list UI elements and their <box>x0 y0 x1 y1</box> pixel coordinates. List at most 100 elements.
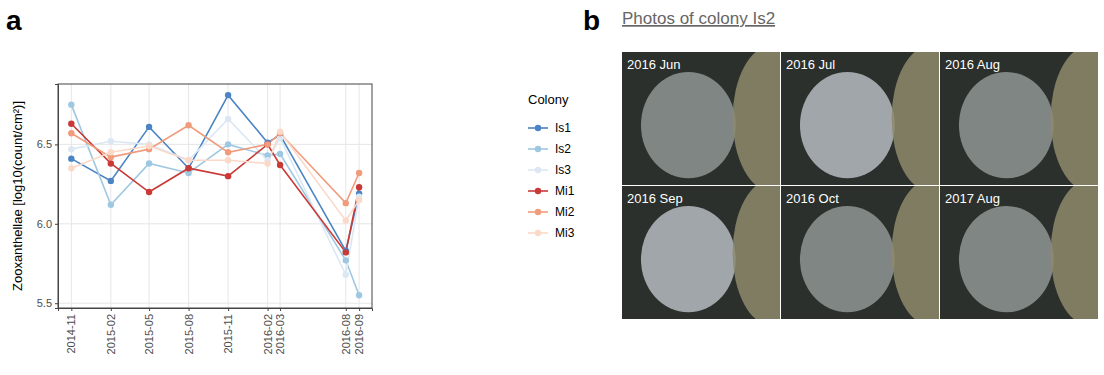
photo-coral-massive <box>1051 52 1098 185</box>
photo-coral-bleached <box>800 206 895 312</box>
series-point <box>225 149 231 155</box>
legend-swatch-point <box>535 146 541 152</box>
series-line <box>71 105 359 296</box>
series-point <box>277 128 283 134</box>
series-point <box>185 157 191 163</box>
series-line <box>71 124 359 253</box>
x-tick-label: 2014-11 <box>65 314 77 354</box>
series-point <box>185 165 191 171</box>
x-tick: 2016-09 <box>353 308 365 354</box>
x-tick-mark <box>71 308 72 311</box>
legend-item: Mi1 <box>528 184 575 198</box>
series-point <box>146 143 152 149</box>
photo-content <box>940 186 1098 319</box>
series-point <box>146 189 152 195</box>
figure: a5.56.06.52014-112015-022015-052015-0820… <box>0 0 1104 375</box>
photo-label: 2016 Jun <box>627 57 681 72</box>
x-tick-label: 2015-02 <box>105 314 117 354</box>
series-point <box>185 157 191 163</box>
series-point <box>225 173 231 179</box>
grid <box>58 84 372 308</box>
series-point <box>225 116 231 122</box>
photo-label: 2016 Oct <box>786 191 839 206</box>
x-tick-label: 2016-08 <box>340 314 352 354</box>
series-point <box>264 141 270 147</box>
series-point <box>264 160 270 166</box>
x-tick: 2015-02 <box>105 308 117 354</box>
x-tick-label: 2015-11 <box>222 314 234 354</box>
series-point <box>343 257 349 263</box>
grid-line-x <box>110 84 111 308</box>
x-tick-mark <box>111 308 112 311</box>
series-point <box>68 121 74 127</box>
series-point <box>264 141 270 147</box>
x-tick-mark <box>359 308 360 311</box>
series-point <box>225 92 231 98</box>
series-point <box>185 165 191 171</box>
legend-label: Is1 <box>555 121 571 135</box>
photo-coral-massive <box>892 186 939 319</box>
panel-letter: b <box>583 5 600 36</box>
legend-swatch-point <box>535 209 541 215</box>
legend-label: Is3 <box>555 163 571 177</box>
x-tick: 2016-08 <box>340 308 352 354</box>
y-axis: 5.56.06.5 <box>37 85 59 310</box>
panel-letter: a <box>6 5 22 36</box>
series-point <box>146 160 152 166</box>
series-point <box>343 200 349 206</box>
x-tick-mark <box>228 308 229 311</box>
grid-line-y <box>58 303 372 304</box>
legend-item: Is1 <box>528 121 571 135</box>
series-point <box>108 138 114 144</box>
series-point <box>343 217 349 223</box>
legend-title: Colony <box>528 92 569 107</box>
photo-content <box>622 186 780 319</box>
photo-content <box>781 52 939 185</box>
x-tick-mark <box>189 308 190 311</box>
legend-swatch-point <box>535 125 541 131</box>
x-tick: 2015-05 <box>143 308 155 354</box>
y-tick-mark <box>55 224 58 225</box>
photo-coral-bleached <box>641 72 736 178</box>
x-tick-label: 2015-05 <box>143 314 155 354</box>
photo: 2016 Aug <box>940 45 1104 191</box>
series-point <box>68 101 74 107</box>
photo-coral-bleached <box>959 206 1054 312</box>
legend-item: Mi2 <box>528 205 575 219</box>
photo-label: 2017 Aug <box>945 191 1000 206</box>
y-tick-label: 5.5 <box>37 297 52 309</box>
x-tick-mark <box>149 308 150 311</box>
legend-item: Is3 <box>528 163 571 177</box>
series-point <box>277 151 283 157</box>
x-tick: 2016-02 <box>262 308 274 354</box>
photo-grid: 2016 Jun2016 Jul2016 Aug2016 Sep2016 Oct… <box>622 45 1104 325</box>
legend-label: Is2 <box>555 142 571 156</box>
series-point <box>108 149 114 155</box>
photo-coral-bleached <box>641 206 736 312</box>
series-point <box>225 141 231 147</box>
x-tick: 2015-11 <box>222 308 234 354</box>
grid-line-x <box>149 84 150 308</box>
legend-swatch-point <box>535 167 541 173</box>
plot-background <box>58 84 372 308</box>
y-tick-mark <box>55 303 58 304</box>
y-axis-title: Zooxanthellae [log10(count/cm²)] <box>10 101 25 291</box>
legend-swatch-point <box>535 188 541 194</box>
series-line <box>71 119 359 275</box>
x-axis: 2014-11 2015-02 2015-05 2015-08 2015-11 2016-… <box>59 308 373 354</box>
series-point <box>68 146 74 152</box>
series-point <box>146 124 152 130</box>
x-tick: 2014-11 <box>65 308 77 354</box>
series-point <box>108 160 114 166</box>
series-point <box>108 178 114 184</box>
y-tick-mark <box>55 144 58 145</box>
y-tick-label: 6.0 <box>37 218 52 230</box>
legend: ColonyIs1Is2Is3Mi1Mi2Mi3 <box>528 92 575 240</box>
legend-swatch-point <box>535 230 541 236</box>
photo-coral-massive <box>1051 186 1098 319</box>
series-point <box>356 184 362 190</box>
series-point <box>343 249 349 255</box>
photo-coral-bleached <box>800 72 895 178</box>
x-tick-label: 2015-08 <box>183 314 195 354</box>
series-point <box>185 122 191 128</box>
